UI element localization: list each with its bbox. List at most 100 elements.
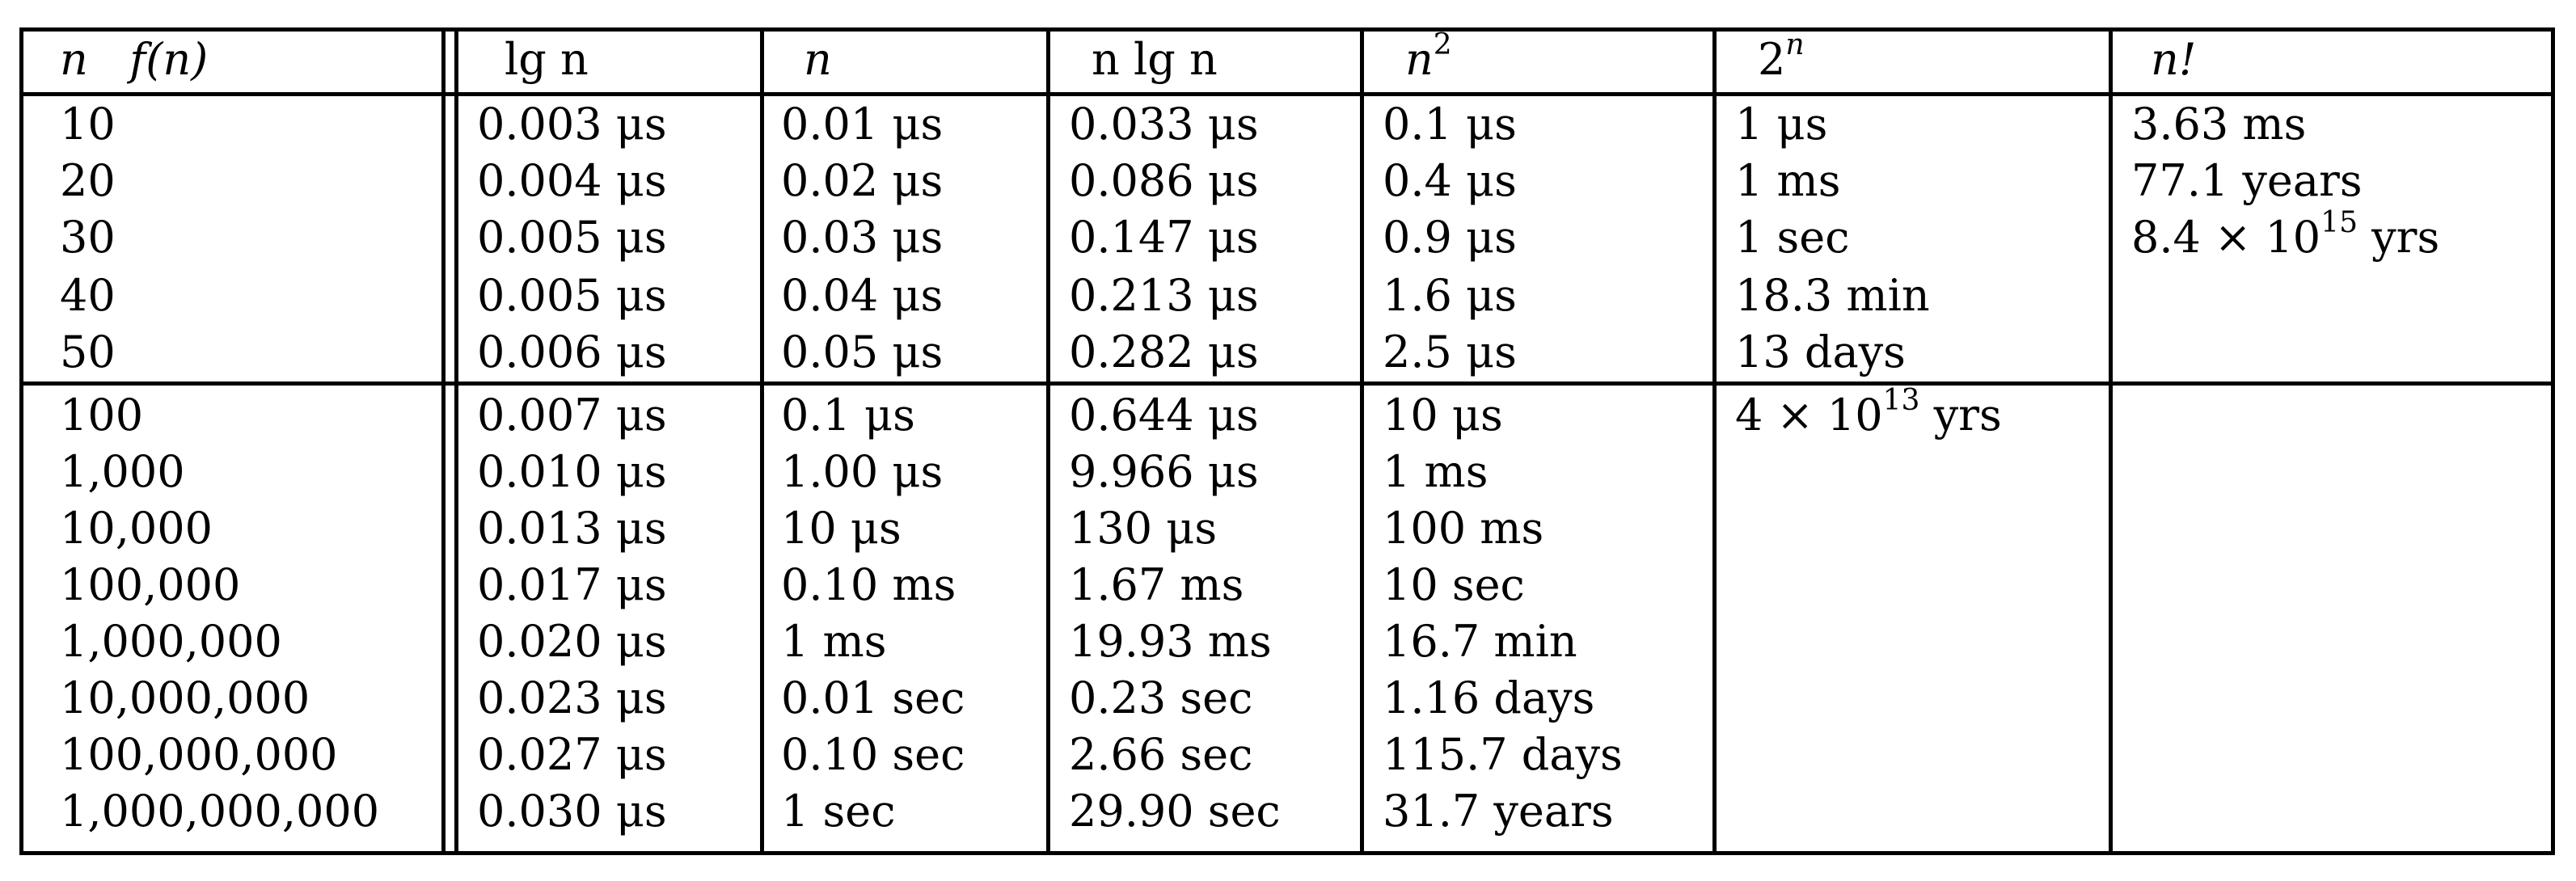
cell-lg-n: 0.005 μs xyxy=(477,212,667,263)
cell-n-lg-n: 0.23 sec xyxy=(1069,672,1252,724)
cell-n-lg-n: 1.67 ms xyxy=(1069,559,1244,611)
cell-text: 2.66 sec xyxy=(1069,729,1253,780)
cell-lg-n: 0.030 μs xyxy=(477,786,667,837)
cell-text: 130 μs xyxy=(1069,503,1218,554)
cell-text: 4 × 10 xyxy=(1735,390,1883,440)
cell-lg-n: 0.027 μs xyxy=(477,729,667,781)
cell-n-squared: 31.7 years xyxy=(1383,786,1614,837)
cell-text: 10 μs xyxy=(1383,390,1503,440)
cell-text: 1 μs xyxy=(1735,99,1828,150)
cell-text: 9.966 μs xyxy=(1069,446,1259,497)
cell-text: 0.086 μs xyxy=(1069,155,1259,206)
cell-n: 0.10 ms xyxy=(781,559,956,611)
cell-n-lg-n: 0.282 μs xyxy=(1069,327,1259,378)
cell-text: 0.1 μs xyxy=(781,390,915,440)
cell-lg-n: 0.005 μs xyxy=(477,270,667,322)
cell-text: 0.033 μs xyxy=(1069,99,1259,150)
cell-n-squared: 0.4 μs xyxy=(1383,155,1517,207)
cell-text: 1,000 xyxy=(60,446,185,497)
cell-n-squared: 16.7 min xyxy=(1383,616,1577,668)
cell-n: 10 μs xyxy=(781,503,902,554)
cell-text: 0.01 sec xyxy=(781,672,965,723)
cell-n: 1 ms xyxy=(781,616,886,668)
cell-text: 19.93 ms xyxy=(1069,616,1272,667)
cell-text: 1,000,000,000 xyxy=(60,786,380,837)
header-exponent: 2 xyxy=(1433,28,1452,61)
cell-text: 10 μs xyxy=(781,503,902,554)
cell-n-squared: 10 sec xyxy=(1383,559,1525,611)
cell-text: 30 xyxy=(60,212,116,263)
cell-n-value: 100,000 xyxy=(60,559,240,611)
header-label: n! xyxy=(2151,34,2197,85)
cell-text: 16.7 min xyxy=(1383,616,1577,667)
cell-n-value: 20 xyxy=(60,155,116,207)
column-divider xyxy=(1046,27,1050,855)
cell-text: 0.004 μs xyxy=(477,155,667,206)
cell-text: 1 ms xyxy=(1383,446,1489,497)
header-n-fn: n f(n) xyxy=(60,34,208,86)
cell-lg-n: 0.003 μs xyxy=(477,99,667,150)
cell-exponent: 15 xyxy=(2321,206,2358,239)
cell-text: 0.213 μs xyxy=(1069,270,1259,321)
cell-n-factorial: 3.63 ms xyxy=(2131,99,2306,150)
cell-n-factorial: 8.4 × 1015 yrs xyxy=(2131,209,2440,263)
header-label: n f(n) xyxy=(60,34,209,85)
column-divider xyxy=(760,27,764,855)
cell-text: 0.1 μs xyxy=(1383,99,1517,150)
cell-two-to-n: 13 days xyxy=(1735,327,1906,378)
cell-unit: yrs xyxy=(2357,212,2440,263)
header-label: 2 xyxy=(1758,34,1786,85)
cell-text: 0.04 μs xyxy=(781,270,944,321)
cell-lg-n: 0.006 μs xyxy=(477,327,667,378)
table-bottom-border xyxy=(19,851,2555,855)
cell-n-lg-n: 0.086 μs xyxy=(1069,155,1259,207)
cell-text: 0.030 μs xyxy=(477,786,667,837)
cell-text: 0.003 μs xyxy=(477,99,667,150)
cell-text: 100,000 xyxy=(60,559,241,610)
cell-text: 115.7 days xyxy=(1383,729,1623,780)
cell-unit: yrs xyxy=(1919,390,2002,440)
cell-n-squared: 100 ms xyxy=(1383,503,1543,554)
cell-text: 20 xyxy=(60,155,116,206)
cell-n-lg-n: 2.66 sec xyxy=(1069,729,1252,781)
cell-text: 8.4 × 10 xyxy=(2131,212,2321,263)
cell-exponent: 13 xyxy=(1882,384,1920,417)
cell-n-squared: 1.6 μs xyxy=(1383,270,1517,322)
cell-n: 0.02 μs xyxy=(781,155,943,207)
cell-n-lg-n: 0.033 μs xyxy=(1069,99,1259,150)
cell-text: 0.9 μs xyxy=(1383,212,1517,263)
cell-lg-n: 0.004 μs xyxy=(477,155,667,207)
cell-text: 10,000 xyxy=(60,503,213,554)
cell-text: 3.63 ms xyxy=(2131,99,2307,150)
header-label: n xyxy=(804,34,832,85)
cell-text: 0.644 μs xyxy=(1069,390,1259,440)
cell-text: 1.6 μs xyxy=(1383,270,1517,321)
cell-lg-n: 0.013 μs xyxy=(477,503,667,554)
cell-text: 0.01 μs xyxy=(781,99,944,150)
cell-n: 0.03 μs xyxy=(781,212,943,263)
group-separator xyxy=(19,381,2555,386)
cell-n-squared: 1 ms xyxy=(1383,446,1488,498)
cell-lg-n: 0.020 μs xyxy=(477,616,667,668)
cell-two-to-n: 1 μs xyxy=(1735,99,1827,150)
cell-text: 1 ms xyxy=(781,616,887,667)
cell-text: 0.05 μs xyxy=(781,327,944,377)
double-rule-left xyxy=(441,27,446,855)
cell-text: 29.90 sec xyxy=(1069,786,1281,837)
cell-two-to-n: 1 sec xyxy=(1735,212,1849,263)
header-n-squared: n2 xyxy=(1405,31,1452,86)
cell-n-squared: 2.5 μs xyxy=(1383,327,1517,378)
cell-n-squared: 115.7 days xyxy=(1383,729,1623,781)
table-top-border xyxy=(19,27,2555,32)
header-n-factorial: n! xyxy=(2151,34,2196,86)
cell-lg-n: 0.007 μs xyxy=(477,390,667,441)
cell-text: 0.017 μs xyxy=(477,559,667,610)
cell-text: 1.00 μs xyxy=(781,446,944,497)
cell-text: 10,000,000 xyxy=(60,672,310,723)
cell-text: 40 xyxy=(60,270,116,321)
growth-rate-table: n f(n) lg n n n lg n n2 2n n! 10 0.003 μs… xyxy=(19,27,2555,855)
cell-text: 100 ms xyxy=(1383,503,1544,554)
header-label: n lg n xyxy=(1092,34,1218,85)
cell-text: 50 xyxy=(60,327,116,377)
header-two-to-n: 2n xyxy=(1758,31,1805,86)
